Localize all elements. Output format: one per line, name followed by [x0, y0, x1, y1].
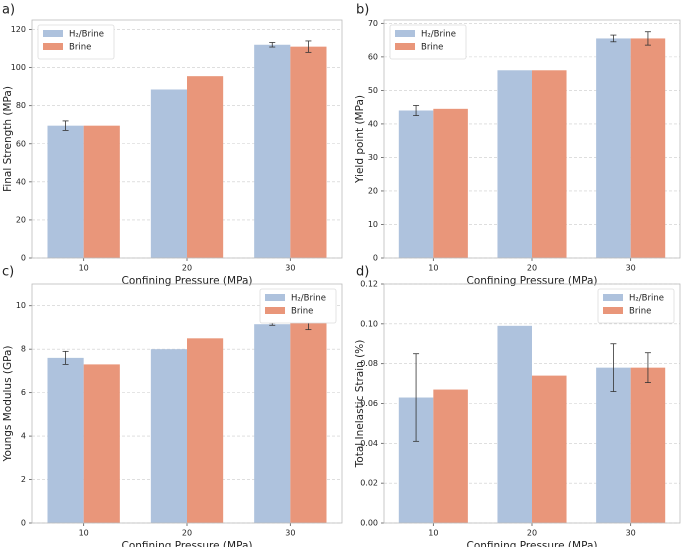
y-tick-label: 100 — [11, 63, 26, 72]
x-tick-label: 10 — [428, 264, 438, 273]
legend-swatch — [603, 294, 623, 301]
y-tick-label: 40 — [16, 177, 26, 186]
bar — [532, 70, 567, 258]
legend-swatch — [265, 307, 285, 314]
legend-label: H₂/Brine — [629, 294, 664, 304]
axes-frame — [31, 19, 343, 259]
panel-label: c) — [2, 265, 14, 280]
y-tick-label: 40 — [368, 119, 378, 128]
x-tick-label: 30 — [626, 264, 636, 273]
y-tick-label: 20 — [368, 186, 378, 195]
panel-label: b) — [356, 3, 369, 18]
bar — [596, 367, 631, 523]
y-tick-label: 30 — [368, 153, 378, 162]
bar — [47, 357, 84, 523]
y-tick-label: 0 — [373, 254, 378, 263]
y-tick-label: 80 — [16, 101, 26, 110]
bar — [83, 364, 120, 523]
legend-label: Brine — [291, 307, 313, 317]
x-axis-label: Confining Pressure (MPa) — [122, 540, 253, 547]
x-tick-label: 10 — [428, 529, 438, 538]
legend-swatch — [395, 43, 415, 50]
bar — [150, 89, 187, 258]
legend-swatch — [603, 307, 623, 314]
y-tick-label: 0.06 — [360, 399, 378, 408]
legend-swatch — [395, 30, 415, 37]
bar — [433, 389, 468, 523]
bar — [150, 349, 187, 523]
y-tick-label: 0.08 — [360, 359, 378, 368]
x-tick-label: 10 — [79, 529, 89, 538]
y-tick-label: 2 — [21, 475, 26, 484]
axes-frame — [31, 283, 343, 524]
bar — [254, 44, 291, 258]
y-tick-label: 0.02 — [360, 479, 378, 488]
x-tick-label: 30 — [285, 264, 295, 273]
axes-frame — [383, 19, 681, 259]
y-tick-label: 6 — [21, 388, 26, 397]
legend-label: H₂/Brine — [421, 30, 456, 40]
panel-label: a) — [2, 3, 15, 18]
y-tick-label: 50 — [368, 86, 378, 95]
bar — [187, 76, 224, 258]
y-tick-label: 120 — [11, 25, 26, 34]
legend-swatch — [43, 30, 63, 37]
y-tick-label: 20 — [16, 215, 26, 224]
x-axis-label: Confining Pressure (MPa) — [467, 275, 598, 287]
axes-frame — [383, 283, 681, 524]
legend-swatch — [43, 43, 63, 50]
y-tick-label: 60 — [368, 52, 378, 61]
bar — [433, 108, 468, 258]
y-tick-label: 8 — [21, 345, 26, 354]
bar — [290, 318, 327, 523]
y-tick-label: 0.00 — [360, 519, 378, 528]
bar — [630, 38, 666, 259]
bar — [497, 70, 532, 258]
y-tick-label: 70 — [368, 19, 378, 28]
y-tick-label: 0 — [21, 519, 26, 528]
bar — [398, 110, 434, 258]
y-tick-label: 0.10 — [360, 319, 378, 328]
bar — [83, 125, 120, 258]
x-axis-label: Confining Pressure (MPa) — [467, 540, 598, 547]
bar — [47, 125, 84, 258]
bar — [497, 325, 532, 523]
legend-label: Brine — [69, 43, 91, 53]
x-tick-label: 20 — [182, 529, 192, 538]
y-tick-label: 0.12 — [360, 280, 378, 289]
x-tick-label: 10 — [79, 264, 89, 273]
bar — [532, 375, 567, 523]
x-tick-label: 20 — [527, 529, 537, 538]
legend-label: Brine — [629, 307, 651, 317]
y-tick-label: 0.04 — [360, 439, 378, 448]
x-tick-label: 20 — [182, 264, 192, 273]
y-axis-label: Final Strength (MPa) — [2, 86, 14, 192]
y-axis-label: Yield point (MPa) — [354, 95, 366, 184]
x-tick-label: 30 — [285, 529, 295, 538]
y-tick-label: 0 — [21, 254, 26, 263]
x-axis-label: Confining Pressure (MPa) — [122, 275, 253, 287]
x-tick-label: 20 — [527, 264, 537, 273]
y-axis-label: Youngs Modulus (GPa) — [2, 345, 14, 462]
panel-label: d) — [356, 265, 369, 280]
legend-label: H₂/Brine — [291, 294, 326, 304]
bar — [596, 38, 631, 259]
legend-label: Brine — [421, 43, 443, 53]
bar — [187, 338, 224, 523]
y-tick-label: 10 — [16, 301, 26, 310]
legend-label: H₂/Brine — [69, 30, 104, 40]
y-tick-label: 10 — [368, 220, 378, 229]
legend-swatch — [265, 294, 285, 301]
bar — [254, 324, 291, 523]
y-tick-label: 4 — [21, 432, 26, 441]
bar — [290, 46, 327, 258]
bar — [630, 367, 666, 523]
y-axis-label: Total Inelastic Strain (%) — [354, 340, 366, 469]
y-tick-label: 60 — [16, 139, 26, 148]
x-tick-label: 30 — [626, 529, 636, 538]
